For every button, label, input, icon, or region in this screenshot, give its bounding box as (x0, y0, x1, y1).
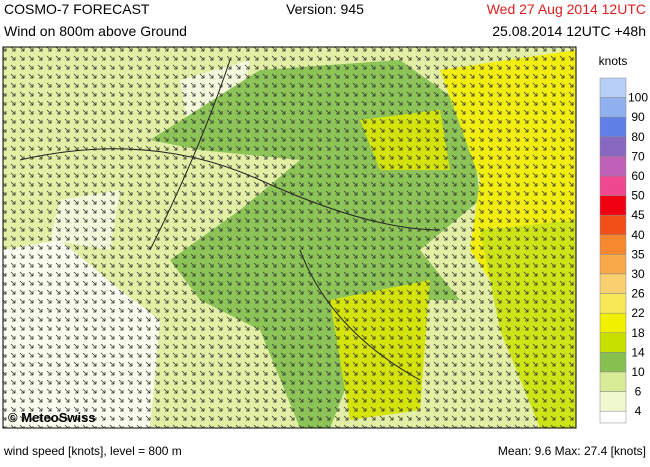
legend-label: 14 (631, 345, 645, 359)
legend-swatch (599, 332, 627, 353)
footer-right: Mean: 9.6 Max: 27.4 [knots] (498, 444, 646, 458)
version: Version: 945 (286, 1, 364, 17)
legend-label: 18 (631, 326, 645, 340)
legend-swatch (599, 234, 627, 255)
legend-swatch (599, 254, 627, 275)
legend-swatch (599, 273, 627, 294)
legend-label: 35 (631, 247, 645, 261)
legend-label: 6 (635, 385, 642, 399)
legend-swatch (599, 136, 627, 157)
legend-label: 30 (631, 267, 645, 281)
legend-label: 70 (631, 149, 645, 163)
legend-label: 45 (631, 208, 645, 222)
footer-left: wind speed [knots], level = 800 m (3, 444, 182, 458)
legend-label: 100 (628, 91, 648, 105)
copyright: © MeteoSwiss (8, 410, 96, 425)
legend-label: 50 (631, 189, 645, 203)
legend-swatch-bottom (599, 410, 627, 424)
legend-label: 22 (631, 306, 645, 320)
legend-label: 4 (635, 404, 642, 418)
legend-label: 80 (631, 130, 645, 144)
valid-time: Wed 27 Aug 2014 12UTC (487, 1, 646, 17)
legend-swatch (599, 175, 627, 196)
legend-swatch (599, 391, 627, 412)
legend-label: 60 (631, 169, 645, 183)
legend-swatch (599, 371, 627, 392)
run-time: 25.08.2014 12UTC +48h (492, 23, 646, 39)
legend: 100 90 80 70 60 50 45 40 35 30 26 22 18 14 10 6 4 (599, 77, 648, 424)
legend-swatch (599, 97, 627, 118)
legend-swatch (599, 293, 627, 314)
legend-label: 10 (631, 365, 645, 379)
subtitle: Wind on 800m above Ground (4, 23, 187, 39)
legend-swatch (599, 116, 627, 138)
legend-unit: knots (599, 54, 628, 68)
legend-label: 26 (631, 287, 645, 301)
legend-swatch (599, 352, 627, 373)
legend-swatch (599, 312, 627, 334)
legend-swatch (599, 214, 627, 236)
legend-swatch (599, 77, 627, 98)
map-field: © MeteoSwiss (2, 46, 577, 429)
legend-label: 40 (631, 228, 645, 242)
legend-swatch (599, 195, 627, 216)
legend-label: 90 (631, 110, 645, 124)
title: COSMO-7 FORECAST (4, 1, 150, 17)
legend-swatch (599, 156, 627, 177)
